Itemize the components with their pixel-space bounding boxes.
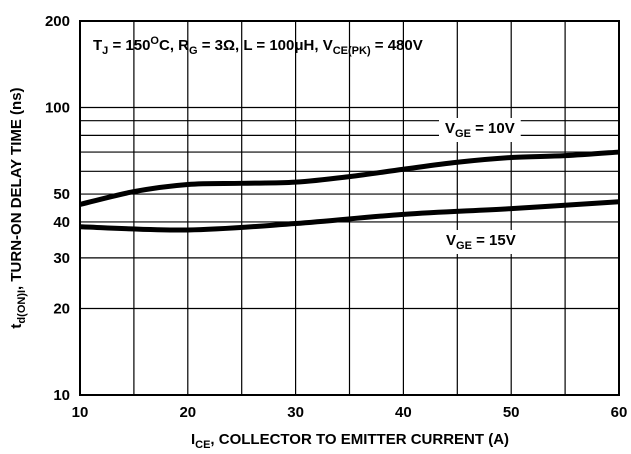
series-line-0 [79,149,620,207]
x-tick-label: 20 [179,404,196,421]
test-condition-annotation: TJ = 150OC, RG = 3Ω, L = 100μH, VCE(PK) … [93,35,423,57]
y-tick-label: 100 [45,100,70,117]
series-lines [79,149,620,233]
series-label-15v: VGE = 15V [446,232,516,252]
y-tick-label: 200 [45,13,70,30]
series-label-10v: VGE = 10V [445,120,515,140]
series-label-bg-10v [439,118,521,142]
y-tick-label: 40 [53,214,70,231]
x-tick-label: 10 [72,404,89,421]
y-axis-label: td(ON)I, TURN-ON DELAY TIME (ns) [8,87,28,328]
y-tick-label: 30 [53,250,70,267]
series-line-1 [79,199,620,233]
y-tick-label: 10 [53,387,70,404]
x-tick-label: 30 [287,404,304,421]
grid-lines [80,21,619,395]
series-label-bg-15v [440,230,522,254]
tick-labels: 10 20 30 40 50 60 10 20 30 40 50 100 200 [45,13,627,421]
plot-frame [79,20,620,396]
x-tick-label: 40 [395,404,412,421]
y-tick-label: 20 [53,300,70,317]
x-axis-label: ICE, COLLECTOR TO EMITTER CURRENT (A) [191,431,509,451]
y-tick-label: 50 [53,186,70,203]
x-tick-label: 50 [503,404,520,421]
x-tick-label: 60 [611,404,628,421]
